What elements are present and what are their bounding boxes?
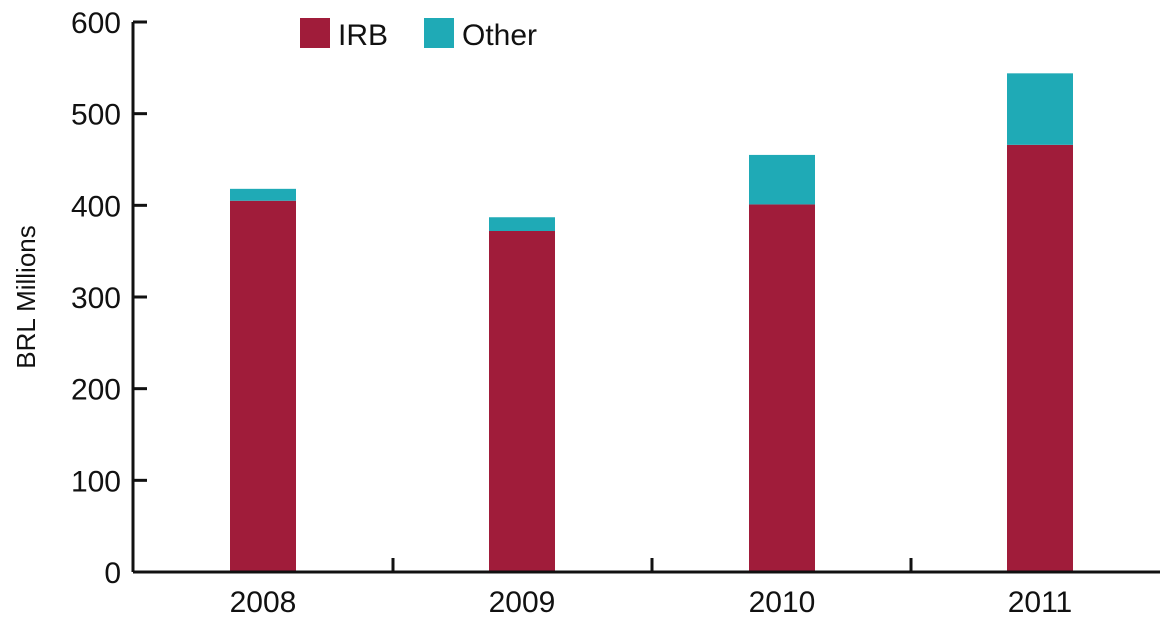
bar-irb-2011 [1007, 144, 1073, 573]
legend-swatch-other [424, 18, 454, 48]
bar-other-2009 [489, 217, 555, 231]
legend-swatch-irb [300, 18, 330, 48]
y-tick-label: 300 [71, 282, 121, 315]
legend: IRB Other [300, 18, 537, 52]
y-tick-label: 400 [71, 190, 121, 223]
x-tick-label: 2009 [489, 586, 556, 619]
bars [230, 73, 1073, 573]
x-tick-label: 2011 [1008, 586, 1073, 619]
y-tick-label: 500 [71, 99, 121, 132]
bar-irb-2009 [489, 231, 555, 572]
bar-other-2011 [1007, 73, 1073, 145]
bar-irb-2010 [749, 204, 815, 572]
y-tick-label: 600 [71, 7, 121, 40]
x-tick-label: 2008 [230, 586, 297, 619]
y-ticks: 0 100 200 300 400 500 600 [71, 7, 147, 590]
y-tick-label: 200 [71, 374, 121, 407]
bar-other-2010 [749, 154, 815, 205]
y-tick-label: 100 [71, 465, 121, 498]
y-tick-label: 0 [104, 557, 121, 590]
y-axis-title: BRL Millions [11, 225, 41, 369]
legend-label-other: Other [462, 19, 537, 52]
bar-irb-2008 [230, 200, 296, 572]
legend-label-irb: IRB [338, 19, 388, 52]
x-tick-label: 2010 [749, 586, 816, 619]
bar-other-2008 [230, 188, 296, 201]
x-ticks: 2008 2009 2010 2011 [230, 558, 1073, 619]
